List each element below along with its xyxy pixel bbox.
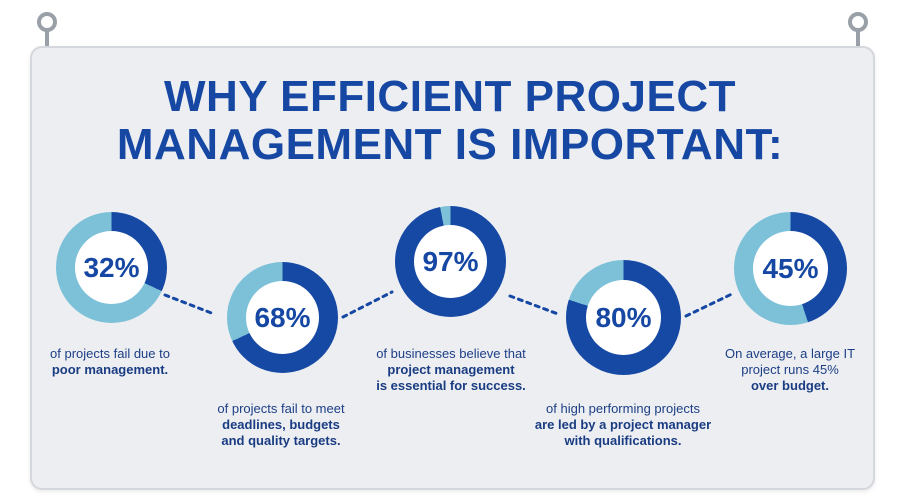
donut-value-97: 97% <box>414 225 487 298</box>
caption-45-line-2: project runs 45% <box>741 362 839 377</box>
caption-68-line-1: of projects fail to meet <box>217 401 345 416</box>
donut-chart-68: 68% <box>227 262 338 373</box>
caption-80-line-1: of high performing projects <box>546 401 700 416</box>
caption-97: of businesses believe that project manag… <box>351 346 551 394</box>
donut-chart-45: 45% <box>734 212 847 325</box>
caption-45: On average, a large IT project runs 45% … <box>690 346 890 394</box>
title-line-2: MANAGEMENT IS IMPORTANT: <box>116 120 784 169</box>
caption-68: of projects fail to meet deadlines, budg… <box>181 401 381 449</box>
caption-68-line-2: deadlines, budgets <box>222 417 340 432</box>
donut-chart-80: 80% <box>566 260 681 375</box>
caption-80-line-2: are led by a project manager <box>534 417 712 432</box>
title-line-1: WHY EFFICIENT PROJECT <box>164 72 736 121</box>
donut-value-32: 32% <box>75 231 148 304</box>
caption-32-line-2: poor management. <box>51 362 169 377</box>
caption-68-line-3: and quality targets. <box>221 433 341 448</box>
caption-80-line-3: with qualifications. <box>564 433 682 448</box>
donut-value-80: 80% <box>586 280 661 355</box>
donut-value-45: 45% <box>753 231 828 306</box>
caption-80: of high performing projects are led by a… <box>523 401 723 449</box>
caption-97-line-3: is essential for success. <box>376 378 526 393</box>
donut-chart-32: 32% <box>56 212 167 323</box>
donut-chart-97: 97% <box>395 206 506 317</box>
caption-97-line-2: project management <box>387 362 515 377</box>
caption-45-line-3: over budget. <box>750 378 829 393</box>
caption-32: of projects fail due to poor management. <box>10 346 210 378</box>
donut-value-68: 68% <box>246 281 319 354</box>
caption-97-line-1: of businesses believe that <box>376 346 526 361</box>
caption-32-line-1: of projects fail due to <box>50 346 170 361</box>
caption-45-line-1: On average, a large IT <box>724 346 856 361</box>
